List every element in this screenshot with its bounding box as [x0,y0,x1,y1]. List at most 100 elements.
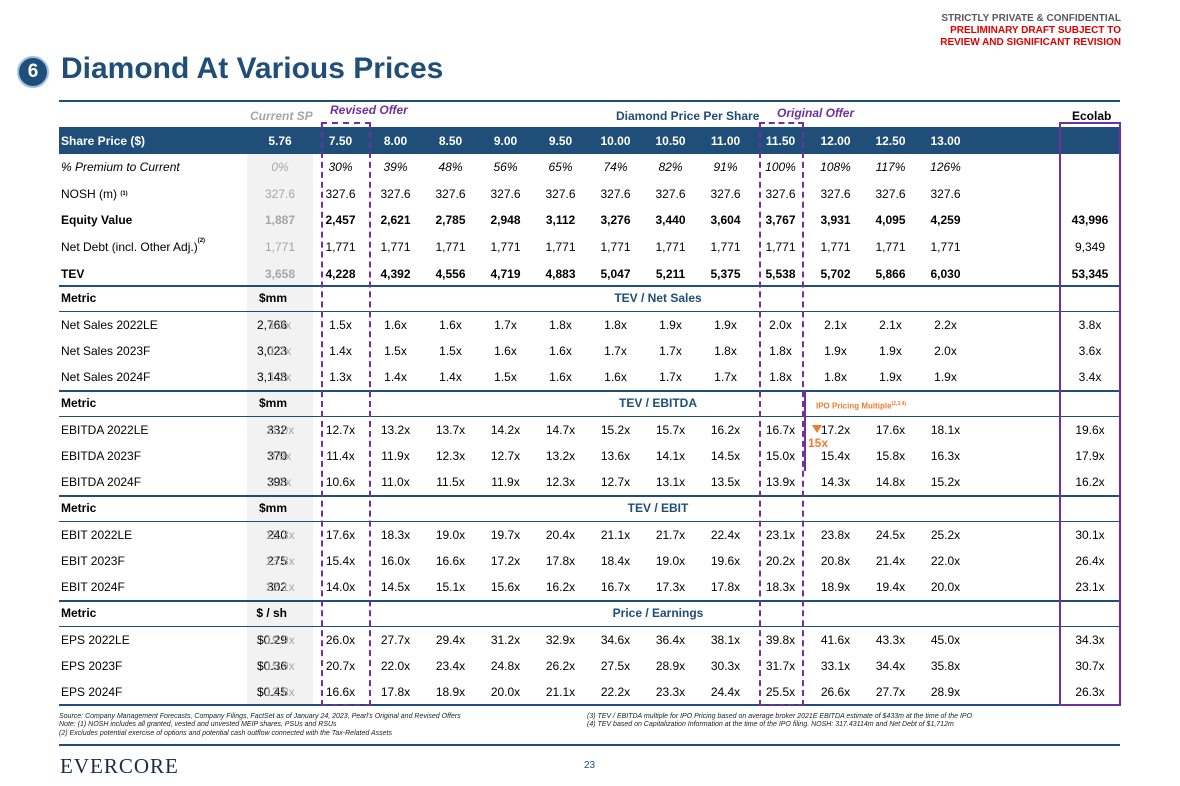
value-cell: 27.7x [380,633,411,648]
value-cell: 1,887 [264,213,296,228]
value-cell: 26.0x [325,633,356,648]
row-label: Equity Value [61,213,133,228]
value-cell: 17.8x [710,580,741,595]
value-cell: 24.8x [490,659,521,674]
value-cell: 2.2x [934,318,957,333]
value-cell: 45.0x [930,633,961,648]
value-cell: 5,538 [765,266,796,281]
value-cell: 19.6x [710,554,741,569]
metric-value: $0.29 [256,633,287,648]
row-label: Net Sales 2022LE [61,318,158,333]
ipo-pricing-marker-line [804,391,806,471]
value-cell: 1.7x [714,370,737,385]
current-sp-column-shade [247,154,313,705]
table-row: EPS 2022LE $0.29 19.9x 26.0x 27.7x 29.4x… [59,627,1120,654]
section-divider-thin [59,416,1120,417]
footnote-3: (3) TEV / EBITDA multiple for IPO Pricin… [587,713,973,720]
equity-value-row: Equity Value 1,887 2,457 2,621 2,785 2,9… [59,207,1120,234]
value-cell: 1.9x [879,370,902,385]
table-row: EBIT 2023F 275 13.3x 15.4x 16.0x 16.6x 1… [59,548,1120,575]
value-cell: 21.1x [600,528,631,543]
table-row: EBITDA 2022LE 332 11.0x 12.7x 13.2x 13.7… [59,417,1120,444]
value-cell: 4,556 [435,266,466,281]
value-cell: 17.2x [490,554,521,569]
value-cell: 12.3x [435,449,466,464]
share-price-cell: 9.00 [493,133,518,148]
value-cell: 29.4x [435,633,466,648]
evercore-logo: EVERCORE [60,754,179,778]
value-cell: 3,767 [765,213,796,228]
row-label: EBITDA 2022LE [61,423,149,438]
value-cell: 1.8x [824,370,847,385]
value-cell: 4,259 [930,213,961,228]
value-cell: 13.9x [765,475,796,490]
share-price-cell: 7.50 [328,133,353,148]
value-cell: 10.6x [325,475,356,490]
value-cell: 5,702 [820,266,851,281]
value-cell: 12.3x [545,475,576,490]
metric-label: Metric [61,396,97,411]
value-cell: 1.5x [439,344,462,359]
table-row: Net Sales 2024F 3,148 1.2x 1.3x 1.4x 1.4… [59,364,1120,391]
value-cell: 1.6x [384,318,407,333]
value-cell: 17.8x [545,554,576,569]
value-cell: 9,349 [1074,240,1106,255]
value-cell: 327.6 [820,186,851,201]
page-title: Diamond At Various Prices [61,52,444,85]
value-cell: 1,771 [875,240,906,255]
value-cell: 5,375 [710,266,741,281]
value-cell: 17.2x [820,423,851,438]
row-label: EPS 2023F [61,659,123,674]
value-cell: 1.4x [439,370,462,385]
value-cell: 21.1x [545,685,576,700]
value-cell: 15.3x [265,528,295,543]
value-cell: 117% [875,160,906,175]
value-cell: 43,996 [1071,213,1109,228]
nosh-row: NOSH (m) (1) 327.6 327.6 327.6 327.6 327… [59,181,1120,208]
value-cell: 48% [438,160,463,175]
value-cell: 19.6x [1075,423,1105,438]
share-price-label: Share Price ($) [61,133,146,148]
value-cell: 23.8x [820,528,851,543]
page-number: 23 [584,760,596,771]
draft-label-line2: REVIEW AND SIGNIFICANT REVISION [940,37,1121,48]
row-label: TEV [61,266,85,281]
value-cell: 22.0x [380,659,411,674]
value-cell: 1.9x [714,318,737,333]
metric-value: 240 [266,528,287,543]
metric-value: 332 [266,423,287,438]
share-price-cell: 8.50 [438,133,463,148]
value-cell: 14.3x [820,475,851,490]
metric-unit: $mm [258,396,287,411]
value-cell: 19.0x [655,554,686,569]
value-cell: 13.2x [545,449,576,464]
share-price-cell: 12.00 [820,133,851,148]
draft-label-line1: PRELIMINARY DRAFT SUBJECT TO [950,25,1121,36]
section-header-row: Metric $mm TEV / EBIT [59,495,1120,522]
ecolab-label: Ecolab [1072,109,1112,123]
share-price-cell: 12.50 [875,133,906,148]
metric-unit: $mm [258,291,287,306]
value-cell: 1.7x [494,318,517,333]
value-cell: 13.5x [710,475,741,490]
value-cell: 1,771 [765,240,796,255]
metric-value: 3,023 [256,344,287,359]
footnote-marker: (1) [120,190,128,197]
value-cell: 1.7x [659,370,682,385]
value-cell: 1.8x [714,344,737,359]
footnote-source: Source: Company Management Forecasts, Co… [59,713,461,720]
value-cell: 39.8x [765,633,796,648]
value-cell: 327.6 [435,186,466,201]
value-cell: 9.2x [268,475,292,490]
value-cell: 26.3x [1075,685,1105,700]
footnote-2: (2) Excludes potential exercise of optio… [59,729,392,737]
value-cell: 1.9x [879,344,902,359]
value-cell: 327.6 [710,186,741,201]
value-cell: 33.1x [820,659,851,674]
value-cell: 2.0x [769,318,792,333]
row-label: % Premium to Current [61,160,180,175]
value-cell: 3,604 [710,213,741,228]
value-cell: 21.4x [875,554,906,569]
section-title: TEV / Net Sales [614,291,702,306]
table-row: EPS 2023F $0.36 15.9x 20.7x 22.0x 23.4x … [59,653,1120,680]
